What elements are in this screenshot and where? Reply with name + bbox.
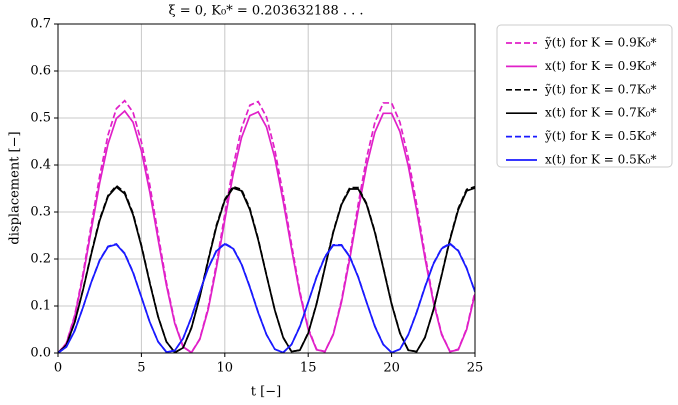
- legend-box: [496, 24, 673, 168]
- series-line: [58, 109, 475, 353]
- legend-label: x(t) for K = 0.5K₀*: [545, 153, 657, 167]
- x-tick-label: 10: [217, 361, 234, 376]
- y-tick-label: 0.2: [30, 252, 51, 267]
- x-tick-label: 0: [54, 361, 62, 376]
- series-line: [58, 242, 475, 353]
- y-tick-label: 0.6: [30, 64, 51, 79]
- y-axis-label: displacement [−]: [8, 131, 23, 244]
- x-axis-label: t [−]: [251, 385, 281, 400]
- y-tick-label: 0.0: [30, 346, 51, 361]
- y-tick-label: 0.5: [30, 111, 51, 126]
- y-tick-label: 0.1: [30, 299, 51, 314]
- plot-frame: [57, 23, 476, 354]
- legend-label: x(t) for K = 0.9K₀*: [545, 59, 657, 73]
- series-line: [58, 99, 475, 353]
- chart-title: ξ = 0, K₀* = 0.203632188 . . .: [168, 4, 363, 19]
- x-tick-label: 15: [300, 361, 317, 376]
- series-line: [58, 242, 475, 353]
- y-tick-label: 0.3: [30, 205, 51, 220]
- y-tick-label: 0.7: [30, 17, 51, 32]
- x-tick-label: 5: [137, 361, 145, 376]
- series-line: [58, 185, 475, 353]
- legend-label: ỹ(t) for K = 0.9K₀*: [544, 36, 657, 50]
- legend-label: x(t) for K = 0.7K₀*: [545, 106, 657, 120]
- legend-label: ỹ(t) for K = 0.5K₀*: [544, 129, 657, 143]
- legend-label: ỹ(t) for K = 0.7K₀*: [544, 82, 657, 96]
- legend: ỹ(t) for K = 0.9K₀* x(t) for K = 0.9K₀* ỹ(…: [496, 24, 673, 168]
- x-tick-label: 20: [383, 361, 400, 376]
- series-line: [58, 184, 475, 353]
- x-tick-label: 25: [467, 361, 484, 376]
- y-tick-label: 0.4: [30, 158, 51, 173]
